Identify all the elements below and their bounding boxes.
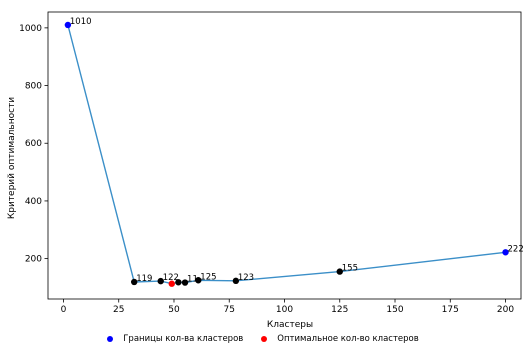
x-tick-label: 175 [442,305,459,315]
legend-item-optimal: Оптимальное кол-во кластеров [261,334,419,344]
x-axis-label: Кластеры [267,320,313,330]
data-point-optimal [168,280,175,287]
legend-item-boundary: Границы кол-ва кластеров [107,334,243,344]
x-tick-label: 100 [276,305,293,315]
legend: Границы кол-ва кластеров Оптимальное кол… [0,332,526,346]
x-tick-label: 200 [497,305,514,315]
legend-marker-optimal [261,336,268,342]
data-label: 222 [508,244,524,254]
x-tick-label: 0 [61,305,67,315]
data-point-normal [195,277,202,284]
data-point-normal [131,278,138,286]
x-tick-label: 75 [224,305,235,315]
y-axis-label: Критерий оптимальности [7,97,17,219]
plot-frame [47,11,522,300]
y-tick-label: 600 [25,139,42,149]
data-label: 119 [136,274,152,284]
data-point-normal [157,277,164,285]
x-tick-label: 125 [331,305,348,315]
data-label: 11 [187,275,198,285]
y-tick-label: 800 [25,82,42,92]
data-point-normal [175,279,182,286]
data-point-boundary [64,21,72,29]
y-tick-label: 200 [25,255,42,265]
data-point-normal [181,279,189,286]
data-label: 125 [200,272,216,282]
data-label: 155 [342,264,358,274]
x-tick-label: 50 [168,305,180,315]
data-label: 122 [163,273,179,283]
x-tick-label: 25 [113,305,124,315]
x-tick-label: 150 [386,305,403,315]
data-label: 123 [238,273,254,283]
data-point-normal [232,277,240,285]
y-tick-label: 400 [25,197,42,207]
data-point-boundary [502,249,509,256]
legend-marker-boundary [107,336,114,342]
legend-label-optimal: Оптимальное кол-во кластеров [277,334,419,344]
plot-area: 0 25 50 75 100 125 150 175 200 200 400 600 800 1000 10… [19,11,524,315]
chart: 0 25 50 75 100 125 150 175 200 200 400 600 800 1000 10… [7,11,524,330]
data-label: 1010 [70,17,92,27]
y-tick-label: 1000 [19,24,42,34]
legend-label-boundary: Границы кол-ва кластеров [123,334,244,344]
data-point-normal [336,268,343,275]
series-line [67,24,506,285]
